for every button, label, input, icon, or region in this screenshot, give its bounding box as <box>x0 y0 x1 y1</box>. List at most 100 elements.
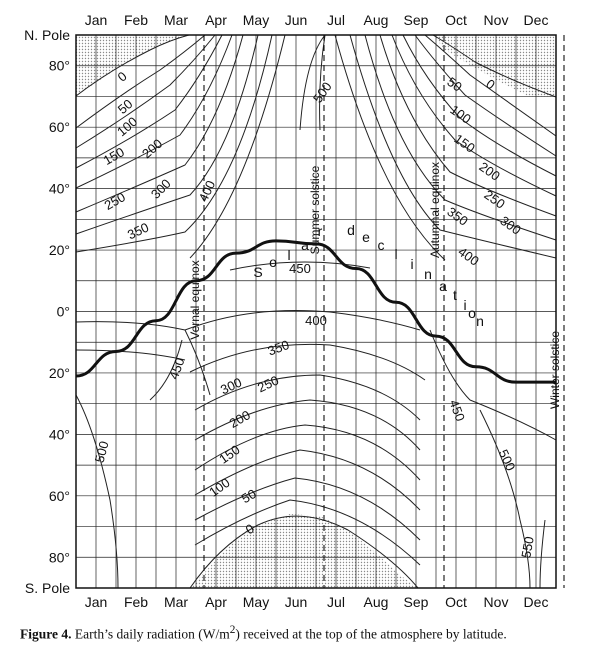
month-label-bottom: Jun <box>285 594 308 610</box>
contour-label: 250 <box>481 187 507 212</box>
contour-label: 250 <box>102 189 128 213</box>
month-label-top: Aug <box>364 12 389 28</box>
contour-label: 150 <box>216 442 242 467</box>
contour-label: 250 <box>255 373 281 396</box>
contour-0-north <box>75 34 190 97</box>
month-label-bottom: Apr <box>205 594 227 610</box>
month-label-top: Sep <box>404 12 429 28</box>
contour-350-south <box>189 343 426 381</box>
contour-200-south <box>194 424 421 481</box>
contour-250-south <box>194 399 421 451</box>
contour-label: 350 <box>444 204 470 229</box>
contour-label: 150 <box>101 144 127 168</box>
month-label-bottom: Feb <box>124 594 148 610</box>
latitude-label: 60° <box>49 119 70 135</box>
month-label-bottom: Oct <box>445 594 467 610</box>
contour-450-equator <box>75 349 186 361</box>
caption-label: Figure 4. <box>20 626 72 642</box>
declination-letter: l <box>394 246 397 262</box>
contour-400-south <box>184 309 421 331</box>
contour-0-south <box>189 515 419 589</box>
contour-500-south-left <box>75 394 119 589</box>
declination-letter: a <box>301 237 309 253</box>
contour-label: 200 <box>139 136 165 161</box>
month-label-bottom: Sep <box>404 594 429 610</box>
contour-label: 450 <box>446 398 468 424</box>
contour-150-north <box>75 34 223 169</box>
declination-letter: o <box>468 305 476 321</box>
declination-letter: r <box>318 223 323 239</box>
contour-label: 100 <box>447 102 473 127</box>
event-label: Winter solstice <box>548 331 562 409</box>
contour-label: 450 <box>289 261 311 276</box>
event-label: Vernal equinox <box>188 260 202 339</box>
contour-label: 400 <box>305 313 327 328</box>
north-polar-night-left <box>76 35 189 96</box>
month-label-top: Nov <box>484 12 509 28</box>
latitude-label: 20° <box>49 365 70 381</box>
contour-label: 300 <box>218 375 244 398</box>
declination-letter: t <box>453 287 457 303</box>
contour-350-north-r <box>349 34 557 259</box>
contour-label: 50 <box>239 486 259 506</box>
figure-caption: Figure 4. Earth’s daily radiation (W/m2)… <box>20 624 580 643</box>
contour-label: 0 <box>115 68 130 84</box>
contour-450-top <box>229 261 371 271</box>
contour-350-north <box>75 34 273 253</box>
month-label-bottom: Jul <box>327 594 345 610</box>
contour-label: 500 <box>310 79 335 105</box>
declination-letter: e <box>362 229 370 245</box>
contour-50-north <box>75 34 206 129</box>
latitude-label: 80° <box>49 549 70 565</box>
latitude-label: 0° <box>57 304 70 320</box>
contour-450-south-l2 <box>149 339 183 401</box>
contour-50-south <box>194 499 421 566</box>
contour-50-north-r <box>424 34 557 137</box>
contour-450-south-left <box>75 321 211 396</box>
contour-400-north-r <box>334 34 446 261</box>
contour-200-north-r <box>391 34 557 197</box>
declination-letter: i <box>410 256 413 272</box>
month-label-top: Jan <box>85 12 108 28</box>
month-label-bottom: May <box>243 594 269 610</box>
contour-300-north-r <box>364 34 557 241</box>
event-label: Autumnal equinox <box>428 162 442 258</box>
contour-label: 50 <box>115 96 136 117</box>
contour-450-south-right <box>429 329 557 441</box>
south-polar-night <box>190 514 418 588</box>
contour-100-north-r <box>414 34 557 157</box>
contour-label: 300 <box>497 213 523 238</box>
contour-500-north <box>299 34 326 131</box>
month-label-bottom: Aug <box>364 594 389 610</box>
caption-sup: 2 <box>229 624 236 636</box>
contour-400-north <box>189 34 286 259</box>
contour-300-south <box>194 374 421 421</box>
contour-250-north <box>75 34 244 213</box>
contour-label: 400 <box>455 244 481 269</box>
month-label-bottom: Jan <box>85 594 108 610</box>
month-label-top: Jul <box>327 12 345 28</box>
contour-100-north <box>75 34 216 149</box>
top-month-labels: Jan Feb Mar Apr May Jun Jul Aug Sep Oct Nov Dec <box>85 12 549 28</box>
month-label-top: Jun <box>285 12 308 28</box>
bottom-month-labels: Jan Feb Mar Apr May Jun Jul Aug Sep Oct Nov Dec <box>85 594 549 610</box>
month-label-bottom: Dec <box>524 594 549 610</box>
month-label-bottom: Nov <box>484 594 509 610</box>
month-label-top: Dec <box>524 12 549 28</box>
declination-letter: n <box>476 313 484 329</box>
grid <box>75 34 557 589</box>
month-label-top: Feb <box>124 12 148 28</box>
contour-label: 500 <box>496 447 519 473</box>
contour-label: 200 <box>227 407 253 431</box>
contour-label: 200 <box>476 159 502 184</box>
contour-label: 350 <box>266 337 292 359</box>
latitude-label: 40° <box>49 426 70 442</box>
latitude-label: 20° <box>49 242 70 258</box>
contour-0-north-r <box>432 34 557 98</box>
solar-declination-curve <box>75 239 556 384</box>
plot-frame <box>75 34 557 589</box>
contour-500-south-right <box>479 409 531 589</box>
month-label-top: May <box>243 12 269 28</box>
radiation-chart: Jan Feb Mar Apr May Jun Jul Aug Sep Oct Nov Dec Jan… <box>24 12 565 610</box>
